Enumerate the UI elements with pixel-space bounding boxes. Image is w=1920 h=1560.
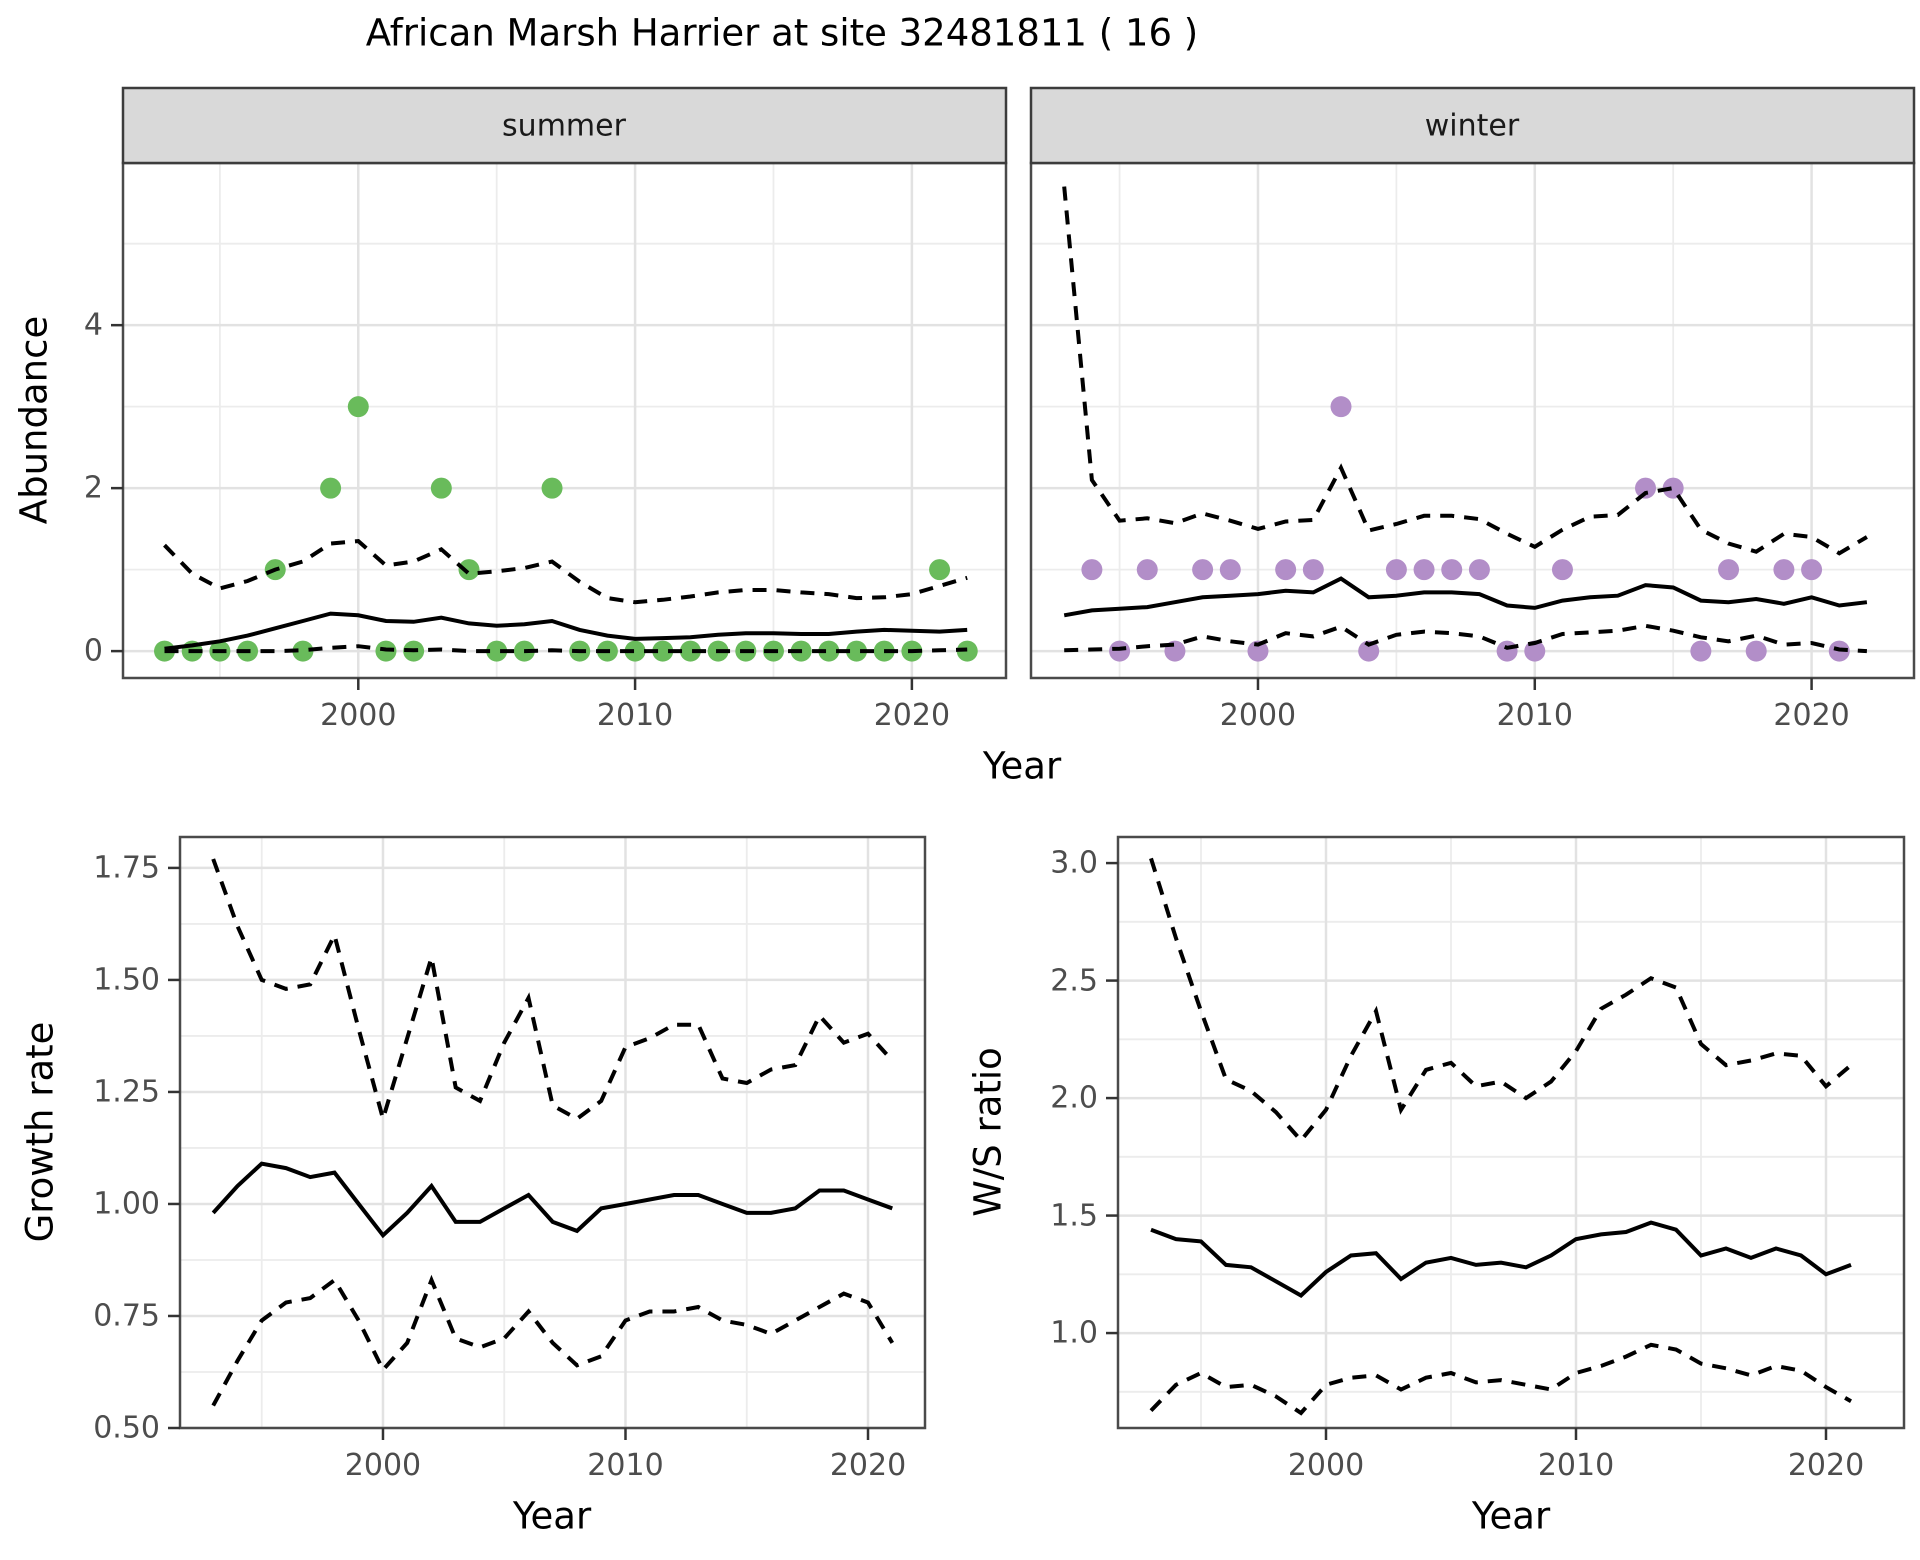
y-tick-label: 2.5 [1050,963,1098,999]
y-tick-label: 1.75 [93,850,160,886]
y-tick-label: 0.50 [93,1410,160,1446]
x-axis-title-year-top: Year [982,744,1062,788]
x-tick-label: 2000 [320,698,397,733]
x-tick-label: 2020 [873,698,951,733]
x-axis-title-year-ws: Year [1471,1494,1551,1538]
y-tick-label: 1.00 [93,1186,160,1222]
x-tick-label: 2020 [1787,1448,1865,1483]
x-tick-label: 2010 [1537,1448,1615,1483]
y-tick-label: 1.5 [1050,1198,1098,1234]
y-tick-label: 1.25 [93,1074,160,1110]
x-tick-label: 2010 [596,698,674,733]
y-tick-label: 3.0 [1050,845,1098,881]
y-axis-title-growth-rate: Growth rate [18,1021,62,1243]
y-tick-label: 0.75 [93,1298,160,1334]
y-tick-label: 4 [83,307,103,343]
y-axis-title-abundance: Abundance [12,315,56,525]
facet-strip-label-winter: winter [1424,108,1520,144]
facet-strip-label-summer: summer [502,108,626,144]
x-tick-label: 2000 [1219,698,1297,733]
x-tick-label: 2020 [829,1448,907,1483]
y-tick-label: 2 [83,470,103,506]
y-axis-title-ws-ratio: W/S ratio [966,1047,1010,1217]
x-axis-title-year-growth: Year [512,1494,592,1538]
x-tick-label: 2010 [587,1448,664,1483]
y-tick-label: 1.0 [1050,1315,1098,1351]
x-tick-label: 2000 [1287,1448,1365,1483]
x-tick-label: 2010 [1496,698,1573,733]
y-tick-label: 0 [83,633,103,669]
y-tick-label: 1.50 [93,962,160,998]
y-tick-label: 2.0 [1050,1080,1098,1116]
plot-title: African Marsh Harrier at site 32481811 (… [365,11,1199,55]
x-tick-label: 2000 [344,1448,422,1483]
x-tick-label: 2020 [1773,698,1850,733]
